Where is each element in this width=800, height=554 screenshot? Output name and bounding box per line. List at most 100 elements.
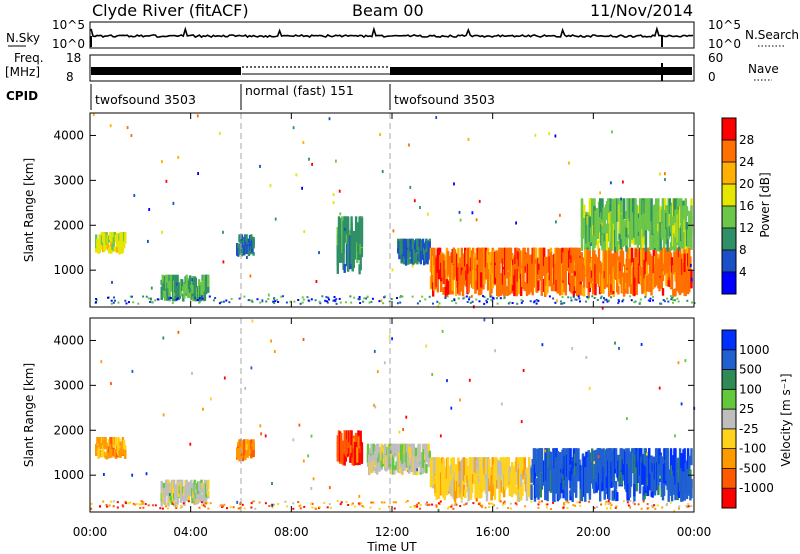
heatmap-cell <box>445 483 449 496</box>
heatmap-cell <box>612 267 615 297</box>
heatmap-cell <box>387 448 390 458</box>
heatmap-cell <box>455 302 458 305</box>
heatmap-cell <box>633 280 636 297</box>
heatmap-cell <box>416 238 419 251</box>
heatmap-cell <box>648 273 651 292</box>
heatmap-cell <box>602 448 605 467</box>
heatmap-cell <box>371 443 374 455</box>
heatmap-cell <box>259 301 262 304</box>
heatmap-cell <box>640 247 643 266</box>
colorbar-tick-label: 20 <box>739 177 754 191</box>
heatmap-cell <box>356 222 359 236</box>
heatmap-cell <box>326 506 329 509</box>
heatmap-cell <box>134 503 136 506</box>
heatmap-cell <box>616 241 619 252</box>
heatmap-cell <box>436 300 439 303</box>
heatmap-cell <box>168 493 171 496</box>
heatmap-cell <box>190 479 193 488</box>
heatmap-cell <box>453 182 455 186</box>
heatmap-cell <box>418 456 421 467</box>
heatmap-cell <box>197 172 199 175</box>
heatmap-cell <box>252 439 255 450</box>
heatmap-cell <box>570 299 573 302</box>
heatmap-cell <box>183 291 186 299</box>
heatmap-cell <box>622 298 625 301</box>
x-tick-label: 20:00 <box>576 525 611 539</box>
heatmap-cell <box>449 467 452 486</box>
heatmap-cell <box>469 301 472 304</box>
heatmap-cell <box>338 297 341 300</box>
heatmap-cell <box>338 223 342 239</box>
heatmap-cell <box>238 507 241 510</box>
heatmap-cell <box>607 201 610 204</box>
heatmap-cell <box>428 503 431 506</box>
heatmap-cell <box>451 503 454 506</box>
heatmap-cell <box>562 506 565 509</box>
heatmap-cell <box>135 502 138 505</box>
heatmap-cell <box>312 477 315 481</box>
heatmap-cell <box>256 298 259 301</box>
colorbar-swatch <box>722 389 736 410</box>
heatmap-cell <box>515 283 518 297</box>
heatmap-cell <box>240 452 243 456</box>
heatmap-cell <box>577 287 580 297</box>
heatmap-cell <box>252 237 255 249</box>
heatmap-cell <box>251 319 254 323</box>
power-y-label: Slant Range [km] <box>22 158 36 262</box>
heatmap-cell <box>138 503 141 506</box>
heatmap-cell <box>424 298 427 301</box>
heatmap-cell <box>414 447 418 462</box>
heatmap-cell <box>117 236 120 245</box>
heatmap-cell <box>688 455 691 472</box>
heatmap-cell <box>371 450 374 460</box>
heatmap-cell <box>650 198 653 218</box>
heatmap-cell <box>496 507 499 510</box>
heatmap-cell <box>496 264 499 296</box>
colorbar-tick-label: 4 <box>739 265 747 279</box>
heatmap-cell <box>450 505 453 508</box>
heatmap-cell <box>360 217 364 248</box>
heatmap-cell <box>362 506 365 508</box>
heatmap-cell <box>339 301 342 304</box>
heatmap-cell <box>485 299 488 302</box>
heatmap-cell <box>644 296 647 299</box>
colorbar-swatch <box>722 409 736 430</box>
heatmap-cell <box>378 300 381 303</box>
heatmap-cell <box>635 228 638 243</box>
heatmap-cell <box>647 299 650 302</box>
heatmap-cell <box>399 301 402 304</box>
heatmap-cell <box>646 452 648 456</box>
heatmap-cell <box>597 247 601 264</box>
colorbar-tick-label: 1000 <box>739 343 770 357</box>
heatmap-cell <box>459 505 462 507</box>
heatmap-cell <box>498 480 501 502</box>
heatmap-cell <box>556 282 559 294</box>
heatmap-cell <box>572 504 575 507</box>
heatmap-cell <box>548 132 551 136</box>
heatmap-cell <box>411 451 414 470</box>
heatmap-cell <box>575 298 578 301</box>
heatmap-cell <box>140 500 143 503</box>
heatmap-cell <box>633 503 636 506</box>
heatmap-cell <box>145 295 148 298</box>
heatmap-cell <box>482 279 485 290</box>
freq-label: Freq. <box>14 51 44 65</box>
heatmap-cell <box>365 297 368 300</box>
heatmap-cell <box>373 403 375 407</box>
heatmap-cell <box>314 507 317 510</box>
freq-panel: Freq. [MHz] 18 8 60 0 Nave <box>5 51 779 84</box>
heatmap-cell <box>677 275 681 294</box>
heatmap-cell <box>559 452 562 482</box>
beam-title: Beam 00 <box>352 1 424 20</box>
colorbar-swatch <box>722 448 736 469</box>
heatmap-cell <box>564 282 567 296</box>
heatmap-cell <box>107 296 109 299</box>
heatmap-cell <box>640 507 643 510</box>
heatmap-cell <box>467 137 470 141</box>
heatmap-cell <box>335 298 338 301</box>
heatmap-cell <box>605 500 608 503</box>
heatmap-cell <box>95 298 98 300</box>
heatmap-cell <box>603 298 606 301</box>
heatmap-cell <box>431 373 434 376</box>
heatmap-cell <box>466 301 469 303</box>
